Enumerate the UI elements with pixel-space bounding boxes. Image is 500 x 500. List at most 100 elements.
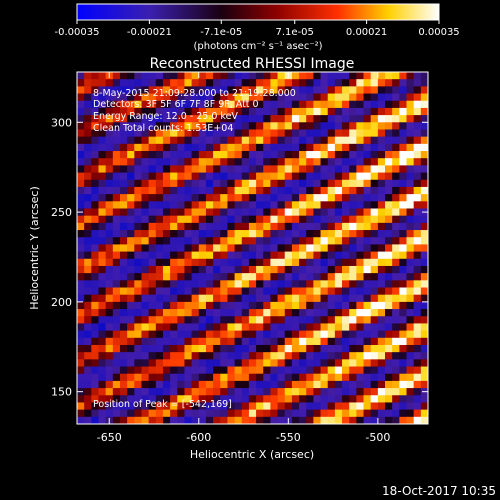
heatmap-cell — [119, 323, 128, 332]
heatmap-cell — [399, 208, 407, 217]
heatmap-cell — [148, 265, 157, 274]
heatmap-cell — [356, 237, 364, 245]
heatmap-cell — [177, 72, 185, 80]
heatmap-cell — [191, 388, 200, 396]
heatmap-cell — [313, 201, 321, 209]
heatmap-cell — [320, 309, 329, 317]
heatmap-cell — [327, 373, 336, 382]
heatmap-cell — [155, 201, 164, 209]
heatmap-cell — [77, 409, 85, 418]
heatmap-cell — [420, 129, 428, 138]
heatmap-cell — [277, 265, 286, 274]
heatmap-cell — [227, 186, 235, 195]
heatmap-cell — [205, 201, 214, 209]
heatmap-cell — [220, 230, 228, 238]
heatmap-cell — [334, 388, 343, 396]
heatmap-cell — [119, 215, 128, 224]
heatmap-cell — [227, 136, 235, 145]
heatmap-cell — [198, 380, 207, 389]
heatmap-cell — [406, 122, 415, 130]
heatmap-cell — [112, 373, 121, 382]
heatmap-cell — [342, 416, 350, 424]
heatmap-cell — [177, 186, 185, 195]
heatmap-cell — [313, 366, 321, 375]
heatmap-cell — [256, 129, 264, 138]
heatmap-cell — [291, 388, 300, 396]
heatmap-cell — [170, 409, 178, 418]
heatmap-cell — [234, 309, 243, 317]
heatmap-cell — [248, 251, 257, 260]
heatmap-cell — [191, 316, 200, 324]
heatmap-cell — [313, 330, 321, 339]
heatmap-cell — [241, 330, 250, 339]
heatmap-cell — [127, 380, 135, 389]
heatmap-cell — [263, 244, 271, 252]
heatmap-cell — [205, 186, 214, 195]
heatmap-cell — [363, 373, 372, 382]
heatmap-cell — [184, 280, 193, 288]
heatmap-cell — [413, 107, 422, 116]
heatmap-cell — [98, 179, 107, 188]
heatmap-cell — [141, 273, 150, 281]
heatmap-cell — [119, 72, 128, 80]
heatmap-cell — [105, 388, 114, 396]
heatmap-cell — [420, 316, 428, 324]
heatmap-cell — [134, 143, 142, 152]
heatmap-cell — [392, 409, 400, 418]
heatmap-cell — [385, 380, 393, 389]
heatmap-cell — [406, 402, 415, 411]
heatmap-cell — [406, 388, 415, 396]
heatmap-cell — [191, 208, 200, 217]
heatmap-cell — [277, 151, 286, 159]
heatmap-cell — [349, 344, 357, 353]
heatmap-cell — [98, 409, 107, 418]
heatmap-cell — [263, 165, 271, 173]
heatmap-cell — [392, 237, 400, 245]
heatmap-cell — [119, 395, 128, 403]
heatmap-cell — [198, 115, 207, 123]
heatmap-cell — [356, 402, 364, 411]
heatmap-cell — [392, 366, 400, 375]
heatmap-cell — [256, 72, 264, 80]
heatmap-cell — [277, 179, 286, 188]
heatmap-cell — [105, 172, 114, 181]
heatmap-cell — [284, 179, 293, 188]
heatmap-cell — [84, 115, 92, 123]
heatmap-cell — [119, 186, 128, 195]
heatmap-cell — [141, 380, 150, 389]
heatmap-cell — [177, 395, 185, 403]
heatmap-cell — [270, 330, 278, 339]
heatmap-cell — [392, 316, 400, 324]
heatmap-cell — [162, 222, 171, 231]
heatmap-cell — [306, 194, 314, 202]
heatmap-cell — [385, 179, 393, 188]
heatmap-cell — [377, 194, 386, 202]
heatmap-cell — [377, 359, 386, 367]
heatmap-cell — [141, 93, 150, 102]
heatmap-cell — [377, 208, 386, 217]
heatmap-cell — [112, 251, 121, 260]
heatmap-cell — [284, 107, 293, 116]
heatmap-cell — [91, 129, 99, 138]
heatmap-cell — [234, 237, 243, 245]
heatmap-cell — [263, 287, 271, 296]
heatmap-cell — [191, 330, 200, 339]
heatmap-cell — [98, 366, 107, 375]
heatmap-cell — [177, 265, 185, 274]
heatmap-cell — [420, 416, 428, 424]
heatmap-cell — [306, 301, 314, 310]
heatmap-cell — [334, 366, 343, 375]
x-tick-label: -650 — [97, 431, 122, 444]
heatmap-cell — [277, 165, 286, 173]
heatmap-cell — [77, 93, 85, 102]
heatmap-cell — [320, 380, 329, 389]
heatmap-cell — [227, 244, 235, 252]
heatmap-cell — [84, 194, 92, 202]
heatmap-cell — [191, 287, 200, 296]
heatmap-cell — [134, 301, 142, 310]
heatmap-cell — [134, 86, 142, 94]
heatmap-cell — [184, 244, 193, 252]
heatmap-cell — [392, 344, 400, 353]
heatmap-cell — [170, 179, 178, 188]
